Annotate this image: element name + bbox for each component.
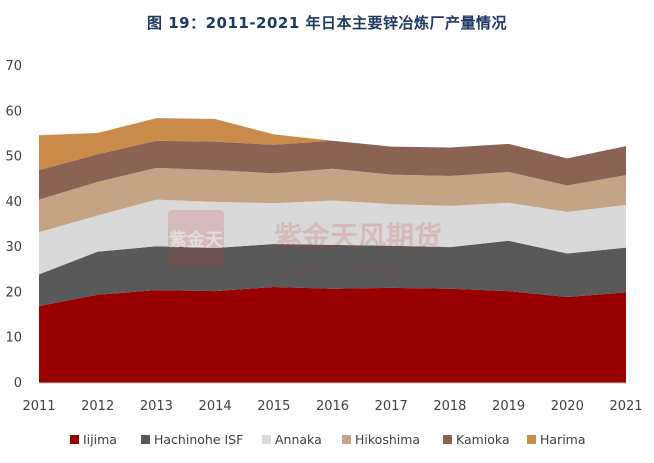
y-tick-label: 10: [5, 331, 22, 346]
y-axis: 0 10 20 30 40 50 60 70: [5, 59, 22, 391]
chart-title: 图 19：2011-2021 年日本主要锌冶炼厂产量情况: [146, 14, 508, 32]
watermark-logo-text: 紫金天: [169, 229, 224, 251]
area-series-harima: [39, 118, 626, 171]
area-series-kamioka: [39, 140, 626, 200]
legend-label-kamioka: Kamioka: [456, 432, 510, 447]
legend-label-harima: Harima: [540, 432, 586, 447]
y-tick-label: 50: [5, 150, 22, 165]
legend-swatch-hikoshima: [342, 435, 351, 444]
legend-swatch-iijima: [70, 435, 79, 444]
area-layers: [39, 118, 626, 383]
y-tick-label: 0: [14, 376, 22, 391]
area-series-iijima: [39, 286, 626, 383]
x-tick-label: 2020: [551, 399, 584, 414]
x-tick-label: 2016: [316, 399, 349, 414]
legend-swatch-harima: [527, 435, 536, 444]
legend-swatch-kamioka: [443, 435, 452, 444]
y-tick-label: 30: [5, 240, 22, 255]
y-tick-label: 60: [5, 104, 22, 119]
x-tick-label: 2015: [257, 399, 290, 414]
area-series-hachinohe-isf: [39, 240, 626, 307]
x-tick-label: 2014: [199, 399, 232, 414]
x-tick-label: 2011: [22, 399, 55, 414]
x-tick-label: 2021: [609, 399, 642, 414]
watermark-logo-seal: [168, 210, 224, 266]
legend-swatch-annaka: [262, 435, 271, 444]
x-tick-label: 2018: [433, 399, 466, 414]
watermark-slogan: 立 足 产 业 研 究 驱 动: [276, 264, 406, 279]
legend-label-hachinohe-isf: Hachinohe ISF: [154, 432, 243, 447]
x-tick-label: 2017: [375, 399, 408, 414]
legend-label-iijima: Iijima: [83, 432, 117, 447]
x-tick-label: 2012: [81, 399, 114, 414]
y-tick-label: 20: [5, 285, 22, 300]
x-axis: 2011 2012 2013 2014 2015 2016 2017 2018 2019 2020…: [22, 382, 643, 414]
area-series-annaka: [39, 199, 626, 275]
watermark-company: 紫金天风期货: [274, 220, 442, 253]
legend: Iijima Hachinohe ISF Annaka Hikoshima Kamiok…: [70, 432, 586, 447]
legend-swatch-hachinohe-isf: [141, 435, 150, 444]
x-tick-label: 2013: [140, 399, 173, 414]
y-tick-label: 70: [5, 59, 22, 74]
watermark: 紫金天 紫金天风期货 立 足 产 业 研 究 驱 动: [168, 210, 442, 279]
legend-label-hikoshima: Hikoshima: [355, 432, 420, 447]
y-tick-label: 40: [5, 195, 22, 210]
area-series-hikoshima: [39, 167, 626, 233]
x-tick-label: 2019: [492, 399, 525, 414]
legend-label-annaka: Annaka: [275, 432, 322, 447]
